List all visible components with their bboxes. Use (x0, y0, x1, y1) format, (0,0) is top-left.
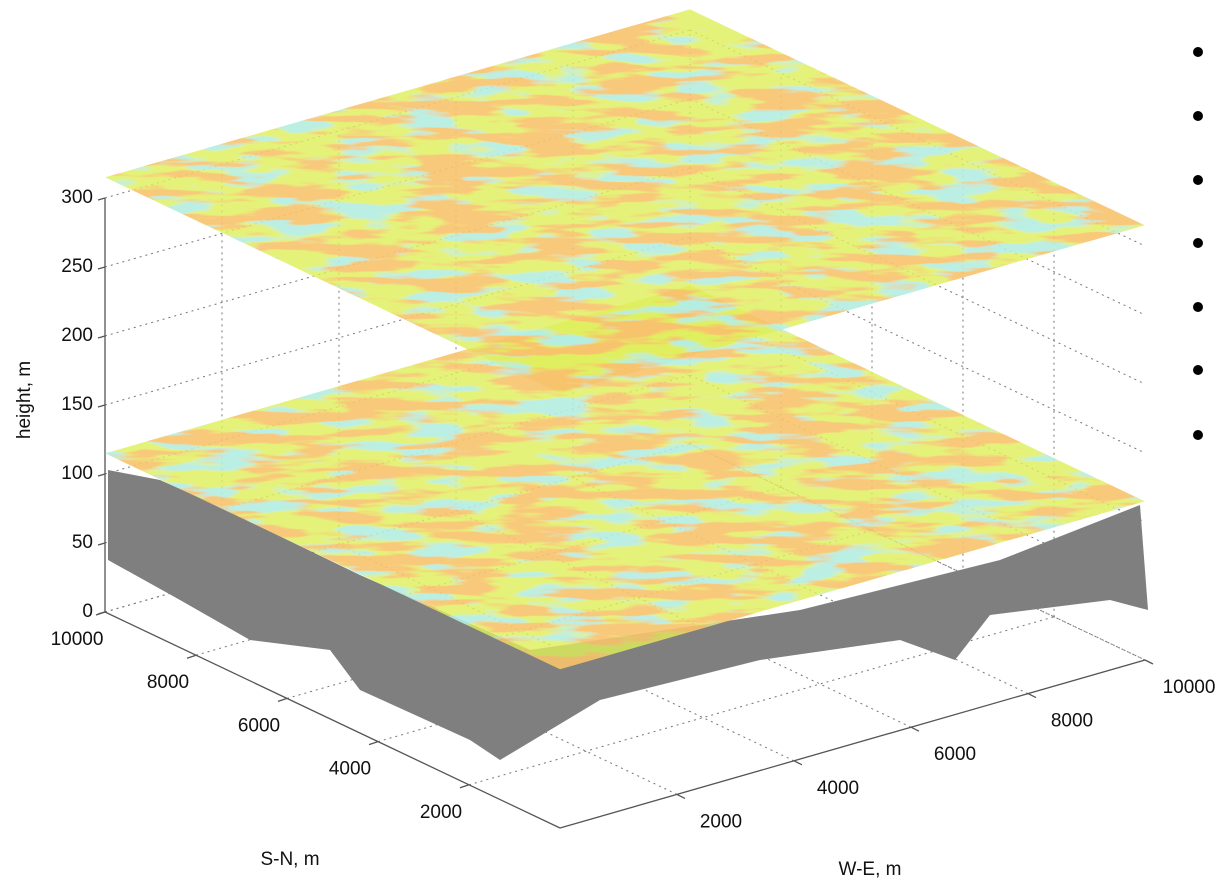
x-tick-label: 8000 (1051, 711, 1093, 732)
y-axis-title: S-N, m (260, 849, 319, 870)
y-tick (368, 740, 379, 746)
x-tick (793, 760, 803, 766)
x-tick (1027, 693, 1037, 699)
y-tick-label: 2000 (420, 802, 462, 823)
y-tick-label: 6000 (238, 715, 280, 736)
bullet (1193, 175, 1203, 185)
bullet (1193, 365, 1203, 375)
z-tick-label: 200 (61, 325, 93, 346)
x-tick (910, 726, 920, 732)
y-tick (459, 784, 470, 789)
y-tick-label: 10000 (51, 629, 104, 650)
foreground-layer (105, 9, 1145, 670)
y-tick (186, 654, 197, 659)
z-tick (97, 404, 106, 408)
z-tick (97, 473, 106, 477)
z-tick (97, 266, 106, 270)
bullet (1193, 111, 1203, 121)
z-tick-label: 0 (82, 601, 93, 622)
surface-layer (105, 9, 1145, 394)
y-tick (95, 611, 106, 616)
bullet (1193, 302, 1203, 312)
y-tick-label: 8000 (147, 672, 189, 693)
y-axis (104, 611, 561, 829)
z-tick-label: 300 (61, 187, 93, 208)
z-tick-label: 50 (72, 532, 93, 553)
x-tick-label: 10000 (1163, 677, 1216, 698)
z-tick-label: 150 (61, 394, 93, 415)
y-tick (277, 697, 288, 703)
x-tick (676, 793, 686, 799)
bullet (1193, 238, 1203, 248)
background-layer: 0 50 100 150 200 250 300 2000 4000 6000 8000 10000 2… (14, 29, 1216, 880)
y-tick-label: 4000 (329, 759, 371, 780)
x-tick-label: 2000 (700, 811, 742, 832)
terrain (108, 470, 1148, 760)
bullet (1193, 47, 1203, 57)
slide-bullets (1193, 47, 1203, 440)
bullet (1193, 430, 1203, 440)
z-axis-title: height, m (14, 361, 35, 439)
x-tick-label: 4000 (817, 778, 859, 799)
z-tick (97, 542, 106, 546)
z-tick (97, 197, 106, 201)
z-tick-label: 100 (61, 463, 93, 484)
x-axis (559, 659, 1146, 829)
x-tick (1144, 659, 1154, 665)
z-tick (97, 335, 106, 339)
x-tick-label: 6000 (934, 744, 976, 765)
x-axis-title: W-E, m (839, 859, 902, 880)
surface-layer (105, 285, 1145, 670)
z-tick-label: 250 (61, 256, 93, 277)
